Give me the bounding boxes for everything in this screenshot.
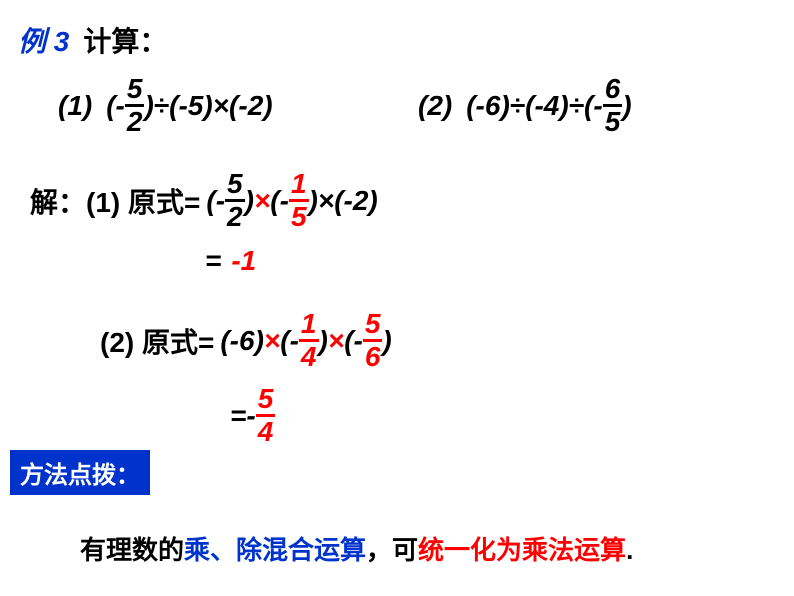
sol1-frac1-num: 5 (225, 170, 245, 202)
example-label: 例 3 (18, 20, 69, 60)
sol1-p1: (- (206, 185, 225, 217)
tip-t2: 乘、除混合运算 (184, 535, 366, 565)
sol1-label: (1) 原式= (86, 181, 200, 221)
p1-frac-num: 5 (125, 75, 145, 107)
sol2-close1: ) (319, 325, 328, 357)
tip-t5: . (626, 535, 633, 565)
sol2-res-num: 5 (256, 385, 276, 417)
sol2-frac2-num: 5 (363, 310, 383, 342)
sol2-close2: ) (382, 325, 391, 357)
sol1-times1: × (254, 185, 270, 217)
sol1-close1: ) (245, 185, 254, 217)
p2-close: ) (622, 90, 631, 122)
sol2-frac2: 5 6 (363, 310, 383, 371)
p2-frac-num: 6 (603, 75, 623, 107)
sol1-frac1: 5 2 (225, 170, 245, 231)
p1-label: (1) (58, 90, 92, 122)
solution-1: 解： (1) 原式= (- 5 2 ) × (- 1 5 )×(-2) (30, 170, 378, 231)
tip-text: 有理数的乘、除混合运算，可统一化为乘法运算. (80, 530, 633, 567)
p1-frac-den: 2 (127, 107, 143, 136)
sol2-p3: (- (344, 325, 363, 357)
p1-rest: )÷(-5)×(-2) (144, 90, 272, 122)
p2-frac-den: 5 (605, 107, 621, 136)
sol1-frac1-den: 2 (227, 202, 243, 231)
solution-2: (2) 原式= (-6) × (- 1 4 ) × (- 5 6 ) (100, 310, 392, 371)
problem-1: (1) (- 5 2 )÷(-5)×(-2) (58, 75, 273, 136)
sol1-frac2-den: 5 (291, 202, 307, 231)
sol2-res-den: 4 (258, 417, 274, 446)
solution-1-result: = -1 (205, 245, 256, 277)
solution-label: 解： (30, 181, 86, 221)
sol1-frac2: 1 5 (289, 170, 309, 231)
p1-frac: 5 2 (125, 75, 145, 136)
method-box: 方法点拨： (10, 450, 150, 495)
sol2-times1: × (264, 325, 280, 357)
sol2-eq2: = (230, 400, 246, 432)
problem-2: (2) (-6)÷(-4)÷(- 6 5 ) (418, 75, 632, 136)
sol2-label: (2) 原式= (100, 321, 214, 361)
p2-frac: 6 5 (603, 75, 623, 136)
sol1-close2: )×(-2) (309, 185, 378, 217)
tip-t4: 统一化为乘法运算 (418, 535, 626, 565)
sol2-frac1-num: 1 (299, 310, 319, 342)
sol2-res-frac: 5 4 (256, 385, 276, 446)
p2-part1: (-6)÷(-4)÷(- (466, 90, 602, 122)
heading: 计算： (83, 20, 167, 60)
p1-open: (- (106, 90, 125, 122)
sol1-frac2-num: 1 (289, 170, 309, 202)
title-row: 例 3 计算： (18, 20, 167, 60)
sol2-frac1-den: 4 (301, 342, 317, 371)
sol1-eq2: = (205, 245, 221, 277)
sol2-frac1: 1 4 (299, 310, 319, 371)
sol2-p1: (-6) (220, 325, 264, 357)
sol2-times2: × (328, 325, 344, 357)
sol2-neg: - (246, 400, 255, 432)
tip-t3: ，可 (366, 535, 418, 565)
sol2-frac2-den: 6 (365, 342, 381, 371)
solution-2-result: = - 5 4 (230, 385, 275, 446)
sol1-p2: (- (270, 185, 289, 217)
tip-t1: 有理数的 (80, 535, 184, 565)
sol2-p2: (- (280, 325, 299, 357)
p2-label: (2) (418, 90, 452, 122)
sol1-result: -1 (231, 245, 256, 277)
